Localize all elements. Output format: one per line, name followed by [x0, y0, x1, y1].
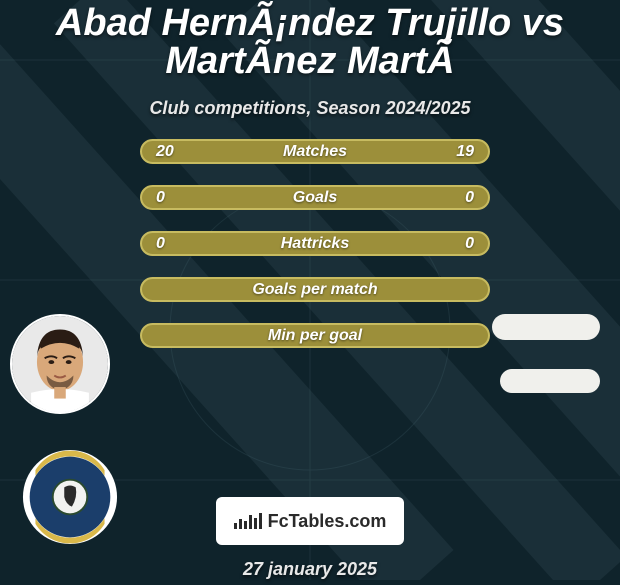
stat-row: 20 Matches 19 [140, 139, 490, 164]
player-left-club-badge [22, 449, 118, 545]
comparison-area: 20 Matches 19 0 Goals 0 0 Hattricks 0 Go… [0, 139, 620, 495]
stat-right-value: 0 [465, 235, 474, 253]
stat-row: Min per goal [140, 323, 490, 348]
stat-row: 0 Goals 0 [140, 185, 490, 210]
player-left-avatar [10, 314, 110, 414]
player-right-badge-1 [492, 314, 600, 340]
stat-rows: 20 Matches 19 0 Goals 0 0 Hattricks 0 Go… [140, 139, 490, 348]
stat-label: Goals [142, 189, 488, 207]
chart-icon [234, 513, 262, 529]
subtitle: Club competitions, Season 2024/2025 [149, 98, 470, 119]
stat-left-value: 0 [156, 235, 165, 253]
stat-label: Min per goal [142, 327, 488, 345]
stat-label: Goals per match [142, 281, 488, 299]
page-title: Abad HernÃ¡ndez Trujillo vs MartÃ­nez Ma… [0, 4, 620, 80]
stat-right-value: 0 [465, 189, 474, 207]
footer-logo: FcTables.com [216, 497, 405, 545]
stat-left-value: 20 [156, 143, 174, 161]
stat-row: Goals per match [140, 277, 490, 302]
content: Abad HernÃ¡ndez Trujillo vs MartÃ­nez Ma… [0, 0, 620, 580]
stat-right-value: 19 [456, 143, 474, 161]
stat-label: Hattricks [142, 235, 488, 253]
stat-label: Matches [142, 143, 488, 161]
footer-logo-text: FcTables.com [268, 511, 387, 532]
stat-left-value: 0 [156, 189, 165, 207]
footer-date: 27 january 2025 [243, 559, 377, 580]
stat-row: 0 Hattricks 0 [140, 231, 490, 256]
player-right-badge-2 [500, 369, 600, 393]
